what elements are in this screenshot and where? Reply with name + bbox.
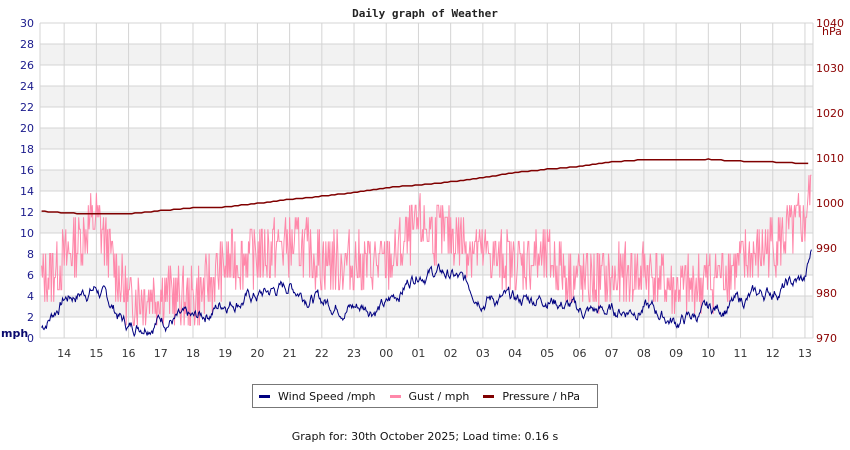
legend-item-pressure: Pressure / hPa <box>481 390 580 403</box>
svg-text:30: 30 <box>20 17 34 30</box>
svg-text:11: 11 <box>734 347 748 360</box>
gridlines <box>39 22 814 339</box>
svg-text:02: 02 <box>444 347 458 360</box>
svg-text:1030: 1030 <box>816 62 844 75</box>
chart-legend: Wind Speed /mph Gust / mph Pressure / hP… <box>252 384 598 408</box>
svg-text:15: 15 <box>89 347 103 360</box>
svg-text:8: 8 <box>27 248 34 261</box>
svg-text:26: 26 <box>20 59 34 72</box>
x-axis: 14 15 16 17 18 19 20 21 22 23 00 01 02 03 04 05 06 07 08 09… <box>57 347 812 360</box>
svg-text:04: 04 <box>508 347 522 360</box>
legend-label-gust: Gust / mph <box>408 389 470 403</box>
svg-text:1040: 1040 <box>816 17 844 30</box>
svg-text:08: 08 <box>637 347 651 360</box>
svg-text:4: 4 <box>27 290 34 303</box>
pressure-swatch-icon <box>483 394 495 398</box>
y-axis-right: 970 980 990 1000 1010 1020 1030 1040 <box>816 17 844 345</box>
svg-text:06: 06 <box>572 347 586 360</box>
svg-text:16: 16 <box>20 164 34 177</box>
data-series <box>41 158 812 338</box>
svg-text:14: 14 <box>57 347 71 360</box>
graph-footer: Graph for: 30th October 2025; Load time:… <box>291 430 559 443</box>
svg-text:0: 0 <box>27 332 34 345</box>
svg-text:20: 20 <box>250 347 264 360</box>
svg-text:28: 28 <box>20 38 34 51</box>
svg-text:2: 2 <box>27 311 34 324</box>
svg-text:01: 01 <box>411 347 425 360</box>
chart-title: Daily graph of Weather <box>352 7 498 20</box>
gust-swatch-icon <box>389 394 401 398</box>
svg-text:21: 21 <box>283 347 297 360</box>
pressure-line <box>41 158 809 215</box>
legend-label-pressure: Pressure / hPa <box>502 389 580 403</box>
svg-text:1010: 1010 <box>816 152 844 165</box>
svg-text:23: 23 <box>347 347 361 360</box>
svg-text:980: 980 <box>816 287 837 300</box>
svg-text:17: 17 <box>154 347 168 360</box>
svg-text:10: 10 <box>20 227 34 240</box>
svg-text:00: 00 <box>379 347 393 360</box>
wind-speed-line <box>41 249 812 338</box>
svg-text:970: 970 <box>816 332 837 345</box>
wind-swatch-icon <box>259 394 270 398</box>
svg-text:24: 24 <box>20 80 34 93</box>
svg-text:990: 990 <box>816 242 837 255</box>
svg-text:16: 16 <box>122 347 136 360</box>
y-axis-right-unit: hPa <box>822 25 842 38</box>
svg-text:1000: 1000 <box>816 197 844 210</box>
svg-text:03: 03 <box>476 347 490 360</box>
y-axis-left-unit: mph <box>1 327 28 340</box>
svg-text:10: 10 <box>701 347 715 360</box>
legend-label-wind: Wind Speed /mph <box>278 389 376 403</box>
legend-item-wind: Wind Speed /mph <box>257 390 376 403</box>
svg-text:19: 19 <box>218 347 232 360</box>
legend-item-gust: Gust / mph <box>388 389 470 403</box>
svg-text:6: 6 <box>27 269 34 282</box>
weather-chart: Daily graph of Weather 02468101214161820… <box>1 7 844 360</box>
svg-text:18: 18 <box>186 347 200 360</box>
svg-text:20: 20 <box>20 122 34 135</box>
svg-text:12: 12 <box>766 347 780 360</box>
svg-text:22: 22 <box>20 101 34 114</box>
svg-text:05: 05 <box>540 347 554 360</box>
svg-text:13: 13 <box>798 347 812 360</box>
svg-text:18: 18 <box>20 143 34 156</box>
svg-text:14: 14 <box>20 185 34 198</box>
svg-text:09: 09 <box>669 347 683 360</box>
gust-line <box>41 174 812 326</box>
svg-text:22: 22 <box>315 347 329 360</box>
svg-text:12: 12 <box>20 206 34 219</box>
svg-text:07: 07 <box>605 347 619 360</box>
svg-text:1020: 1020 <box>816 107 844 120</box>
